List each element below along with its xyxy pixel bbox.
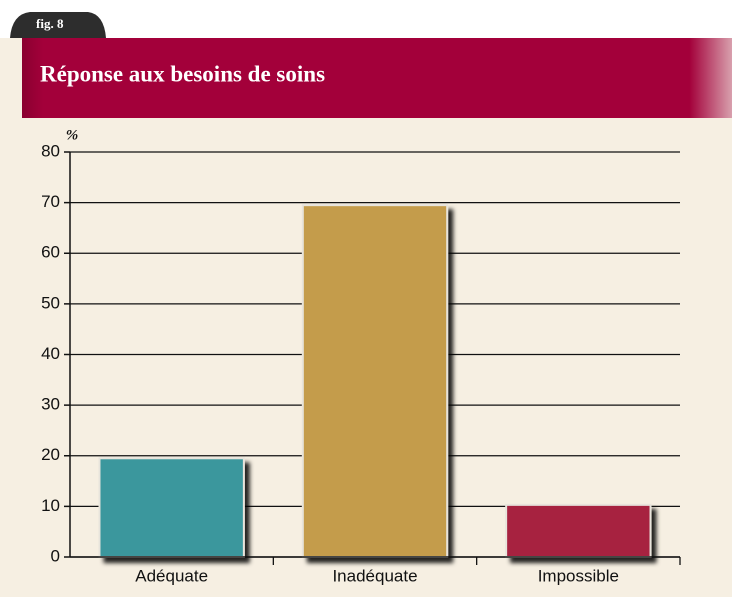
x-tick-label: Impossible [538,566,619,585]
y-tick-label: 20 [41,445,60,464]
y-tick-label: 70 [41,192,60,211]
x-tick-label: Inadéquate [332,566,417,585]
y-tick-label: 60 [41,243,60,262]
fig-label: fig. 8 [36,16,64,31]
fig-tab [10,12,106,38]
y-axis-label: % [66,127,79,143]
chart-title: Réponse aux besoins de soins [40,61,325,86]
y-tick-label: 40 [41,344,60,363]
y-tick-label: 80 [41,141,60,160]
bar [301,204,449,558]
bar [98,457,245,558]
bar [505,503,652,559]
y-tick-label: 30 [41,395,60,414]
x-tick-label: Adéquate [135,566,208,585]
y-tick-label: 0 [51,546,60,565]
y-tick-label: 50 [41,293,60,312]
top-margin [0,0,732,38]
title-banner [22,38,732,118]
y-tick-label: 10 [41,496,60,515]
